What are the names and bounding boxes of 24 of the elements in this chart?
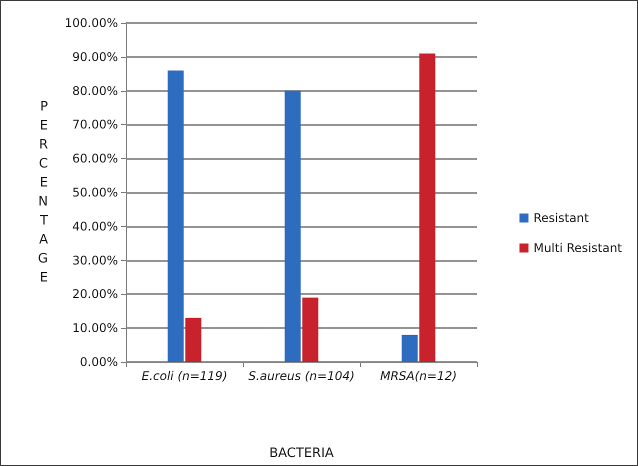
- y-tick-label: 90.00%: [72, 50, 118, 64]
- legend-label: Resistant: [533, 211, 590, 225]
- y-tick-label: 80.00%: [72, 84, 118, 98]
- legend-label: Multi Resistant: [533, 241, 622, 255]
- y-tick-label: 0.00%: [80, 355, 118, 369]
- x-axis-title: BACTERIA: [269, 446, 334, 461]
- y-tick-label: 50.00%: [72, 186, 118, 200]
- x-tick-label: MRSA(n=12): [380, 369, 457, 383]
- bar: [302, 298, 318, 362]
- bar: [402, 334, 418, 362]
- y-tick-label: 70.00%: [72, 118, 118, 132]
- y-tick-label: 10.00%: [72, 321, 118, 336]
- y-tick-label: 30.00%: [72, 253, 118, 268]
- text: PERCENTAGE: [38, 100, 48, 286]
- y-tick-label: 20.00%: [72, 287, 118, 302]
- y-tick-label: 60.00%: [72, 152, 118, 166]
- x-tick-label: S.aureus (n=104): [248, 369, 355, 383]
- bar: [185, 318, 202, 362]
- y-tick-label: 100.00%: [64, 16, 118, 30]
- bar: [419, 54, 436, 362]
- bar: [284, 90, 301, 362]
- bar: [168, 70, 184, 362]
- y-tick-label: 40.00%: [72, 219, 118, 234]
- x-tick-label: E.coli (n=119): [142, 369, 228, 383]
